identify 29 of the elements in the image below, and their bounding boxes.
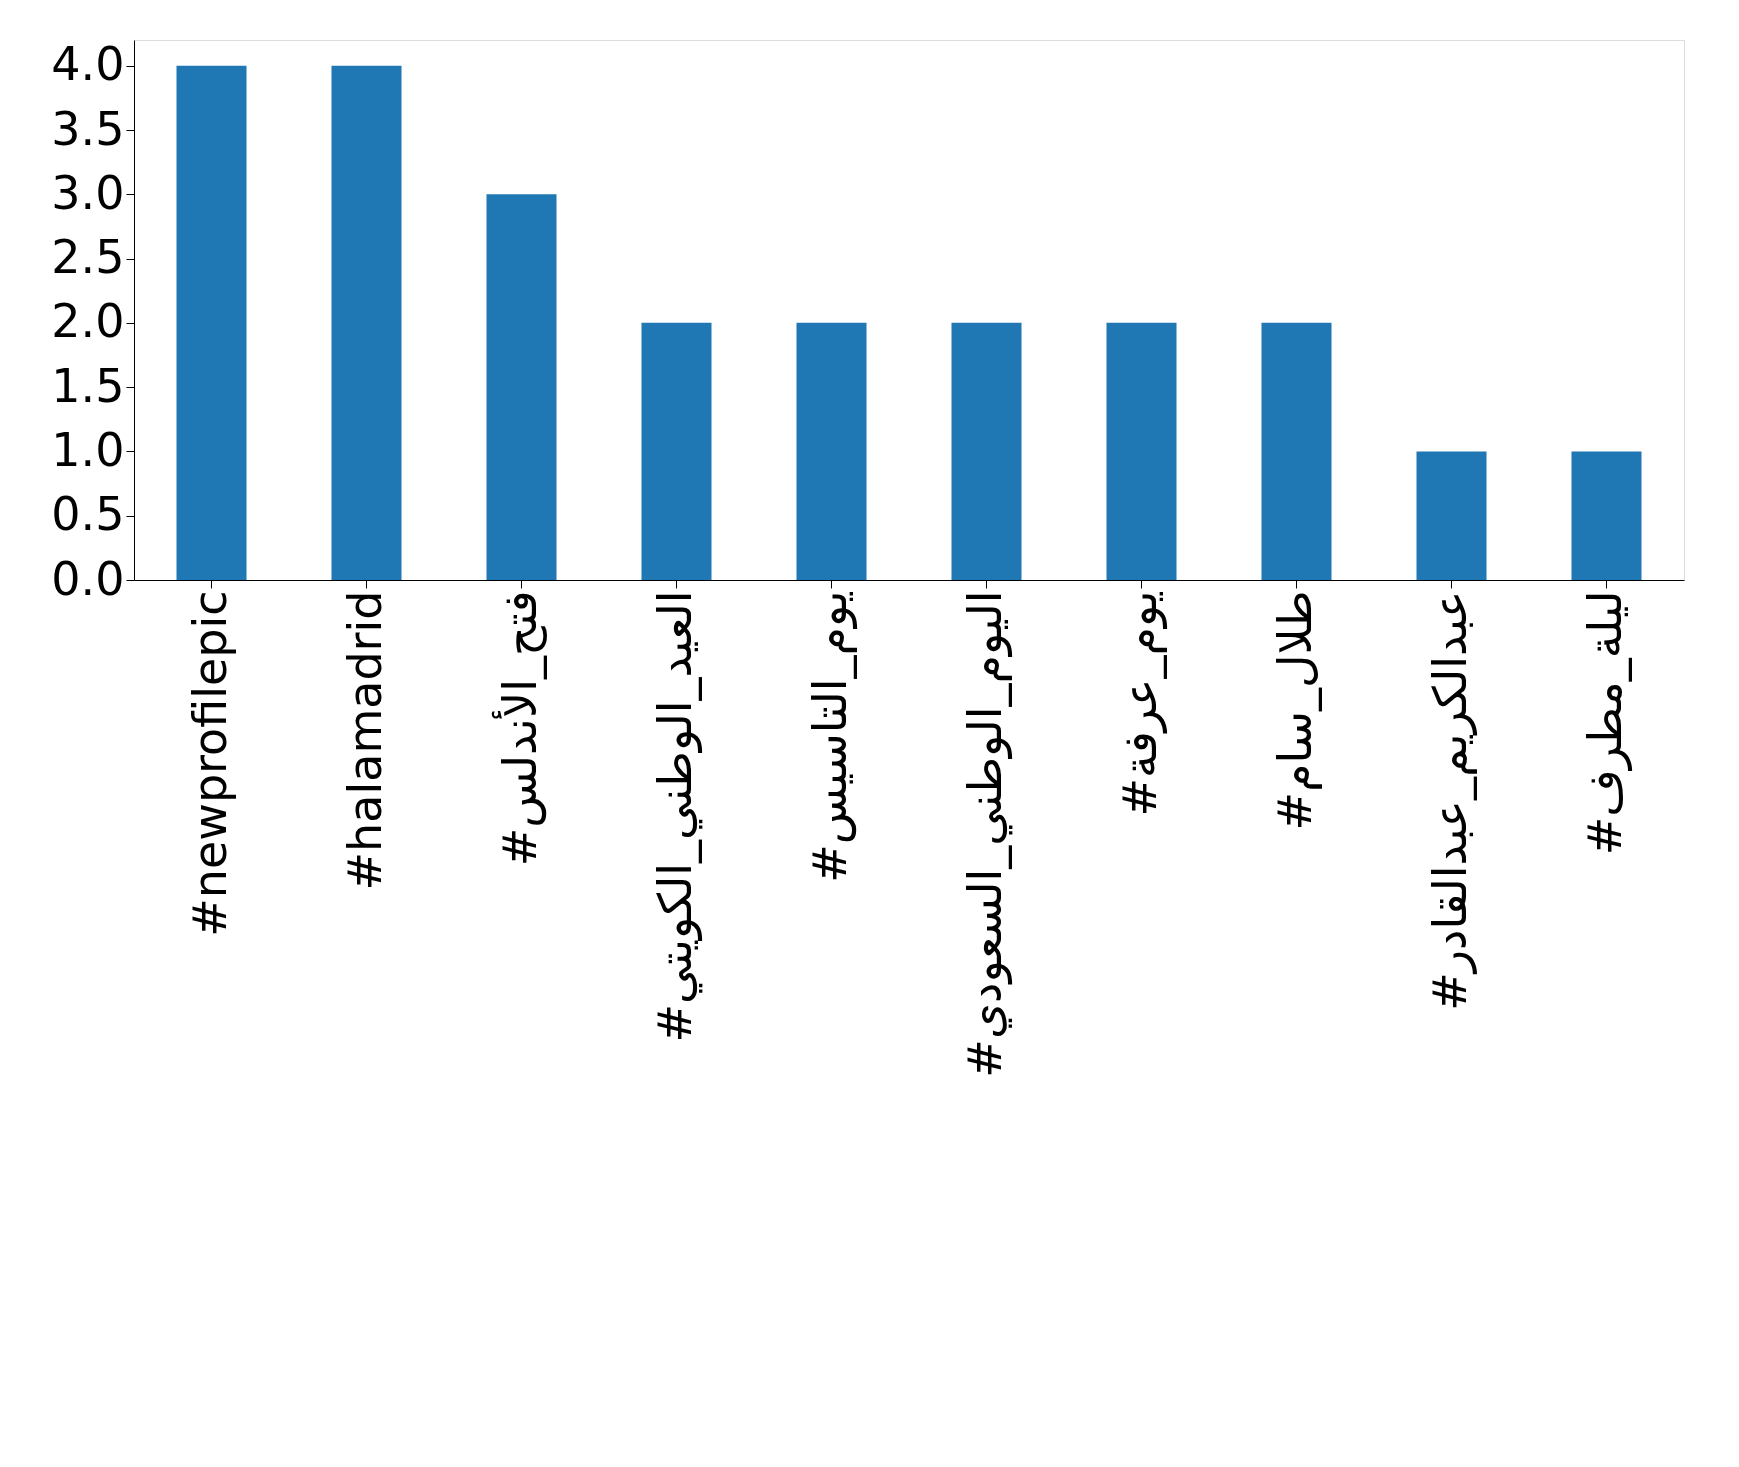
x-tick-label: #halamadrid [337, 590, 392, 891]
bar [486, 194, 557, 580]
x-tick-label: #عبدالكريم_عبدالقادر [1422, 590, 1478, 1011]
x-tick-label: #طلال_سام [1267, 590, 1322, 831]
bar [331, 65, 402, 580]
x-tick-label: #اليوم_الوطني_السعودي [957, 590, 1013, 1078]
y-tick-label: 0.0 [51, 551, 125, 606]
x-tick-label: #newprofilepic [182, 590, 237, 937]
y-tick-label: 0.5 [51, 487, 125, 542]
y-tick-label: 2.5 [51, 230, 125, 285]
bar [796, 322, 867, 580]
y-tick-label: 2.0 [51, 294, 125, 349]
y-tick-label: 3.0 [51, 165, 125, 220]
x-tick-label: #يوم_التاسيس [802, 590, 858, 883]
y-tick-label: 3.5 [51, 101, 125, 156]
y-tick-label: 4.0 [51, 37, 125, 92]
bar [1416, 451, 1487, 580]
y-tick-label: 1.5 [51, 358, 125, 413]
bar [951, 322, 1022, 580]
bar [1571, 451, 1642, 580]
x-tick-label: #ليلة_مطرف [1577, 590, 1633, 856]
bar [1261, 322, 1332, 580]
bar [1106, 322, 1177, 580]
bar [176, 65, 247, 580]
x-tick-label: #فتح_الأندلس [490, 590, 547, 867]
bar [641, 322, 712, 580]
x-tick-label: #العيد_الوطني_الكويتي [647, 590, 703, 1043]
y-tick-label: 1.0 [51, 422, 125, 477]
x-tick-label: #يوم_عرفة [1112, 590, 1168, 817]
